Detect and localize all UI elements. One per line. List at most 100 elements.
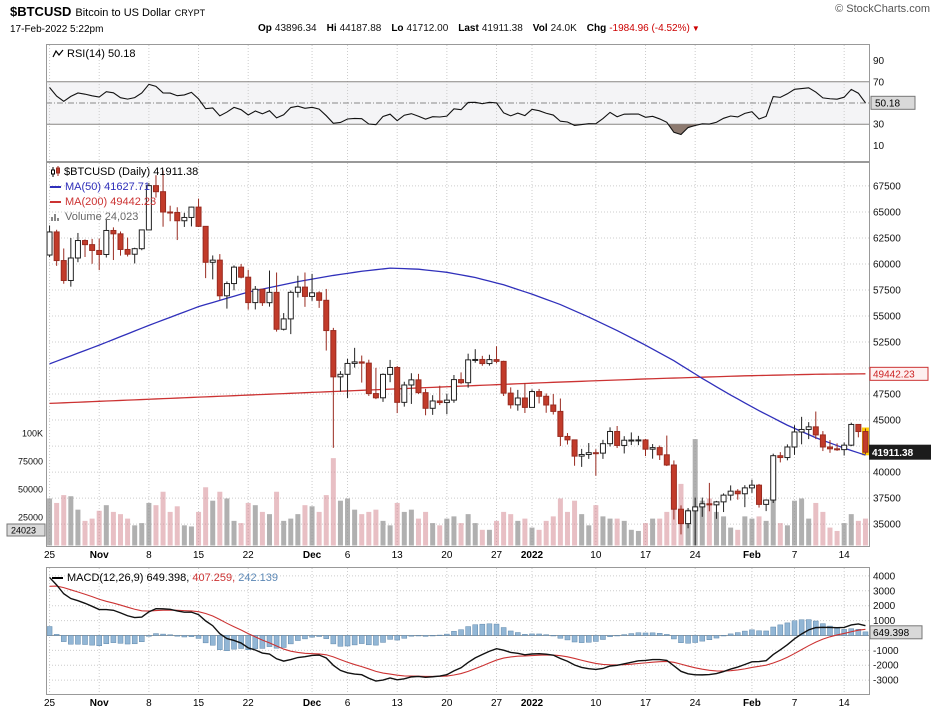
- volume-bar: [217, 491, 223, 546]
- volume-bar: [309, 506, 315, 546]
- rsi-border: [46, 44, 870, 162]
- title-line: $BTCUSD Bitcoin to US Dollar CRYPT: [10, 3, 205, 21]
- candle-body: [692, 506, 699, 512]
- symbol: $BTCUSD: [10, 4, 72, 19]
- candle-body: [408, 379, 415, 386]
- volume-bar: [316, 511, 322, 546]
- candle-body: [834, 448, 841, 451]
- volume-bar: [345, 498, 351, 546]
- volume-bar: [784, 525, 790, 546]
- hist-bar: [550, 635, 557, 637]
- candle-body: [131, 248, 138, 255]
- candle-body: [777, 455, 784, 459]
- svg-text:49442.23: 49442.23: [873, 369, 915, 380]
- x-axis-label: Nov: [89, 698, 109, 709]
- candle-body: [365, 362, 372, 395]
- x-axis-label: 7: [791, 550, 798, 561]
- ma50-line: [49, 267, 866, 456]
- volume-bar: [522, 518, 528, 546]
- x-axis-label: 20: [441, 550, 453, 561]
- candle-body: [685, 510, 692, 525]
- candle-body: [245, 276, 252, 304]
- volume-bar: [465, 514, 471, 546]
- candle-body: [380, 373, 386, 399]
- candle-body: [543, 395, 550, 406]
- x-axis-label: 13: [391, 550, 403, 561]
- x-axis-label: 24: [689, 698, 701, 709]
- volume-value: 24.0K: [550, 23, 577, 34]
- hist-bar: [195, 635, 202, 639]
- hist-bar: [522, 634, 528, 636]
- volume-bar: [415, 518, 421, 546]
- hist-bar: [578, 635, 585, 643]
- volume-axis-label: 50000: [18, 485, 43, 495]
- volume-bar: [472, 523, 478, 546]
- volume-bar: [529, 527, 535, 546]
- candle-body: [394, 366, 401, 403]
- candle-body: [195, 206, 202, 227]
- macd-panel: 4000 3000 2000 1000 -1000 -2000 -3000 649.398: [46, 567, 923, 695]
- candle-body: [862, 431, 869, 453]
- candlestick-icon: [51, 165, 60, 177]
- volume-bar: [494, 520, 500, 546]
- volume-bar: [777, 523, 783, 546]
- volume-bar: [593, 505, 599, 546]
- volume-bar: [855, 520, 861, 546]
- hist-bar: [720, 635, 727, 637]
- rsi-axis-label: 30: [873, 120, 885, 131]
- x-axis-label: Feb: [743, 550, 761, 561]
- candle-body: [798, 428, 805, 433]
- last-label: Last: [458, 23, 479, 34]
- price-axis-label: 45000: [873, 416, 901, 427]
- high-value: 44187.88: [339, 23, 382, 34]
- volume-bar: [295, 514, 301, 546]
- candle-body: [259, 288, 266, 304]
- hist-bar: [401, 635, 408, 639]
- volume-bar: [337, 500, 343, 546]
- change-label: Chg: [586, 23, 607, 34]
- candle-body: [713, 501, 720, 506]
- candle-body: [479, 358, 486, 365]
- volume-bar: [437, 525, 443, 546]
- ma200-swatch: [50, 200, 61, 203]
- volume-bar: [543, 520, 549, 546]
- volume-bar: [188, 526, 194, 546]
- hist-bar: [564, 635, 571, 641]
- volume-bar: [373, 509, 379, 546]
- candle-body: [216, 259, 223, 297]
- candle-body: [812, 426, 819, 436]
- hist-bar: [167, 634, 173, 636]
- candle-body: [53, 231, 60, 262]
- volume-bar: [848, 514, 854, 546]
- volume-bar: [196, 511, 202, 546]
- hist-bar: [798, 619, 805, 636]
- hist-bar: [642, 632, 649, 636]
- candle-body: [670, 464, 677, 510]
- last-price-badge: 41911.38: [869, 444, 931, 460]
- candle-body: [372, 393, 379, 399]
- candle-body: [536, 391, 543, 397]
- price-axis-label: 35000: [873, 520, 901, 531]
- macd-axis-label: 3000: [873, 586, 896, 597]
- candles: [46, 170, 869, 546]
- macd-axis-label: -3000: [873, 676, 899, 687]
- candle-body: [344, 362, 351, 375]
- candle-body: [46, 231, 53, 256]
- hist-bar: [557, 635, 564, 639]
- volume-bar: [600, 516, 606, 546]
- volume-bar: [607, 518, 613, 546]
- macd-signal-line: [49, 585, 866, 678]
- copyright: © StockCharts.com: [835, 3, 930, 15]
- low-label: Lo: [391, 23, 404, 34]
- volume-bar: [330, 458, 336, 546]
- volume-bar: [650, 518, 656, 546]
- candle-body: [621, 439, 628, 446]
- candle-body: [294, 286, 301, 293]
- hist-bar: [117, 635, 124, 644]
- price-axis-labels: 67500 65000 62500 60000 57500 55000 52500 47500…: [873, 181, 901, 530]
- candle-body: [500, 360, 507, 394]
- volume-bar: [749, 518, 755, 546]
- hist-bar: [75, 635, 81, 645]
- hist-bar: [316, 635, 322, 637]
- volume-bar: [394, 502, 400, 546]
